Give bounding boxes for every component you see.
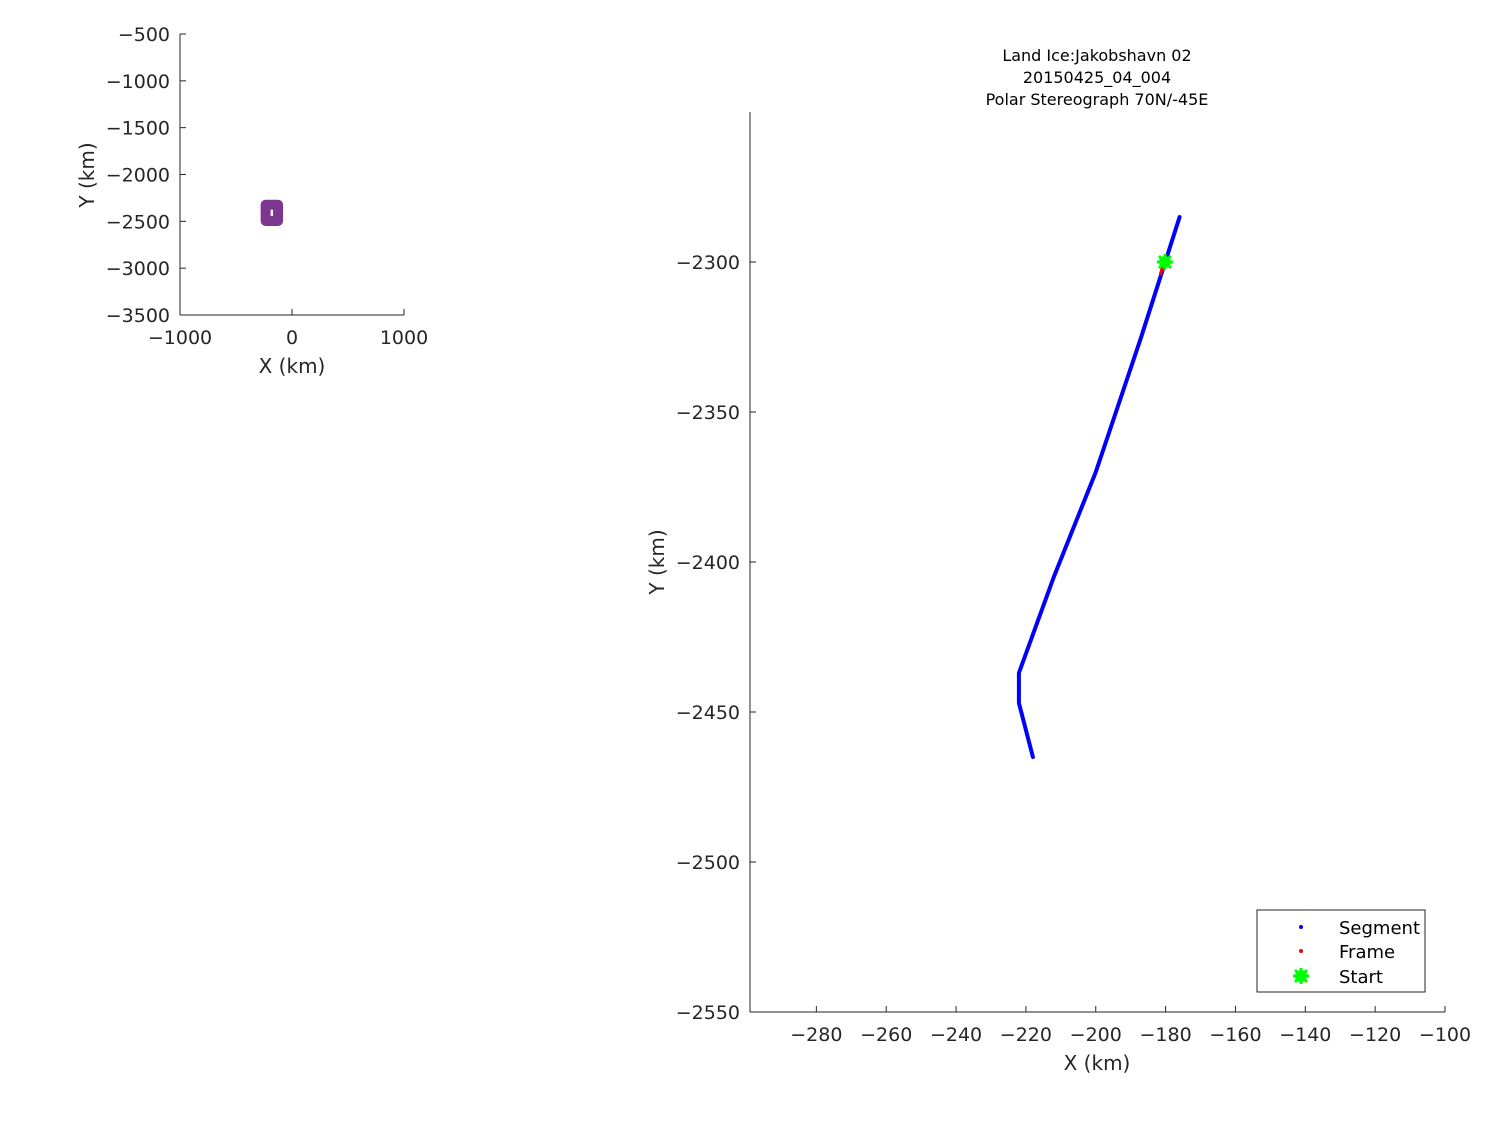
main-y-ticks: −2300 −2350 −2400 −2450 −2500 −2550 <box>676 252 756 1024</box>
chart-title-line-1: Land Ice:Jakobshavn 02 <box>1002 46 1191 65</box>
main-y-tick-label: −2350 <box>676 402 740 424</box>
segment-series-line <box>1016 215 1182 759</box>
overview-marks <box>260 199 284 227</box>
overview-x-tick-label: 0 <box>286 327 298 349</box>
main-x-tick-label: −140 <box>1279 1024 1331 1046</box>
legend-start-label: Start <box>1339 967 1383 988</box>
main-y-axis-label: Y (km) <box>645 529 669 595</box>
chart-title-line-2: 20150425_04_004 <box>1023 68 1171 88</box>
main-x-tick-label: −120 <box>1349 1024 1401 1046</box>
main-x-tick-label: −100 <box>1419 1024 1471 1046</box>
overview-y-tick-label: −500 <box>118 24 170 46</box>
main-x-tick-label: −280 <box>790 1024 842 1046</box>
overview-y-tick-label: −3500 <box>106 305 170 327</box>
main-y-tick-label: −2400 <box>676 552 740 574</box>
overview-x-tick-label: 1000 <box>380 327 428 349</box>
legend-segment-label: Segment <box>1339 918 1420 939</box>
main-x-ticks: −280 −260 −240 −220 −200 −180 −160 −140 −120 −100 <box>790 1006 1471 1046</box>
main-y-tick-label: −2550 <box>676 1002 740 1024</box>
legend: Segment Frame Start <box>1256 909 1426 993</box>
overview-y-tick-label: −2000 <box>106 165 170 187</box>
main-x-tick-label: −200 <box>1070 1024 1122 1046</box>
main-x-tick-label: −260 <box>860 1024 912 1046</box>
main-x-tick-label: −180 <box>1140 1024 1192 1046</box>
overview-x-tick-label: −1000 <box>148 327 212 349</box>
overview-flight-box <box>260 199 284 227</box>
legend-start-marker <box>1293 968 1309 984</box>
chart-title-line-3: Polar Stereograph 70N/-45E <box>986 90 1209 109</box>
overview-y-tick-label: −3000 <box>106 258 170 280</box>
main-chart: Land Ice:Jakobshavn 02 20150425_04_004 P… <box>645 46 1471 1075</box>
start-marker <box>1156 254 1173 270</box>
main-y-tick-label: −2500 <box>676 852 740 874</box>
overview-chart: −500 −1000 −1500 −2000 −2500 −3000 −3500 −1000… <box>75 24 428 378</box>
main-x-tick-label: −240 <box>930 1024 982 1046</box>
overview-y-axis-label: Y (km) <box>75 142 99 208</box>
legend-frame-label: Frame <box>1339 942 1395 963</box>
main-y-tick-label: −2450 <box>676 702 740 724</box>
chart-title: Land Ice:Jakobshavn 02 20150425_04_004 P… <box>986 46 1209 109</box>
main-y-tick-label: −2300 <box>676 252 740 274</box>
legend-box <box>1256 909 1426 993</box>
overview-y-tick-label: −2500 <box>106 211 170 233</box>
overview-y-ticks: −500 −1000 −1500 −2000 −2500 −3000 −3500 <box>106 24 186 327</box>
overview-y-tick-label: −1000 <box>106 71 170 93</box>
main-x-axis-label: X (km) <box>1064 1051 1131 1075</box>
overview-x-ticks: −1000 0 1000 <box>148 309 428 349</box>
overview-x-axis-label: X (km) <box>259 354 326 378</box>
legend-frame-marker <box>1299 949 1303 953</box>
main-marks <box>1016 215 1182 759</box>
legend-segment-marker <box>1299 925 1303 929</box>
overview-y-tick-label: −1500 <box>106 118 170 140</box>
main-x-tick-label: −220 <box>1000 1024 1052 1046</box>
main-x-tick-label: −160 <box>1209 1024 1261 1046</box>
